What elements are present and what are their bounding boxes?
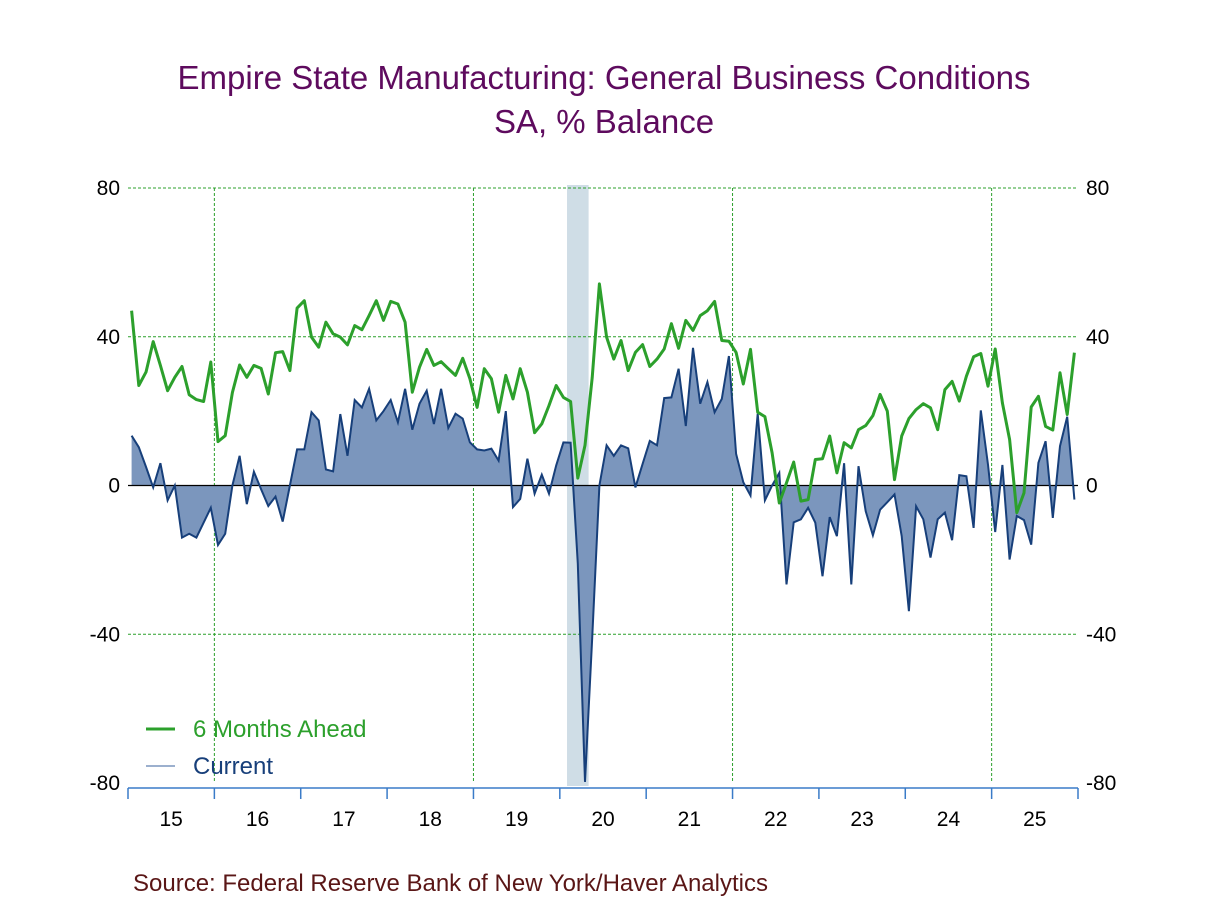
- y-tick-label-left: 80: [97, 177, 120, 200]
- y-tick-label-right: 40: [1086, 326, 1109, 349]
- x-tick-label: 22: [764, 808, 787, 831]
- current-line: [130, 347, 1076, 782]
- x-tick-label: 17: [332, 808, 355, 831]
- x-tick-label: 20: [591, 808, 614, 831]
- x-tick-label: 24: [937, 808, 961, 831]
- source-note: Source: Federal Reserve Bank of New York…: [133, 870, 768, 897]
- current-area-fill: [131, 347, 1075, 782]
- y-tick-label-left: -40: [90, 623, 120, 646]
- x-tick-label: 15: [160, 808, 183, 831]
- x-tick-label: 16: [246, 808, 269, 831]
- x-tick-label: 23: [850, 808, 873, 831]
- legend-label-6-months-ahead: 6 Months Ahead: [193, 716, 366, 743]
- chart-subtitle: SA, % Balance: [493, 103, 715, 140]
- y-tick-label-right: 80: [1086, 177, 1109, 200]
- y-tick-label-right: 0: [1086, 475, 1098, 498]
- y-tick-label-left: 0: [108, 475, 120, 498]
- y-tick-label-left: 40: [97, 326, 120, 349]
- x-tick-label: 19: [505, 808, 528, 831]
- y-tick-label-right: -80: [1086, 772, 1116, 795]
- y-tick-label-left: -80: [90, 772, 120, 795]
- chart-title: Empire State Manufacturing: General Busi…: [177, 59, 1031, 96]
- y-tick-label-right: -40: [1086, 623, 1116, 646]
- six-months-ahead-line: [130, 282, 1076, 515]
- legend-label-current: Current: [193, 753, 273, 780]
- x-tick-label: 25: [1023, 808, 1046, 831]
- x-tick-label: 21: [678, 808, 701, 831]
- x-tick-label: 18: [419, 808, 442, 831]
